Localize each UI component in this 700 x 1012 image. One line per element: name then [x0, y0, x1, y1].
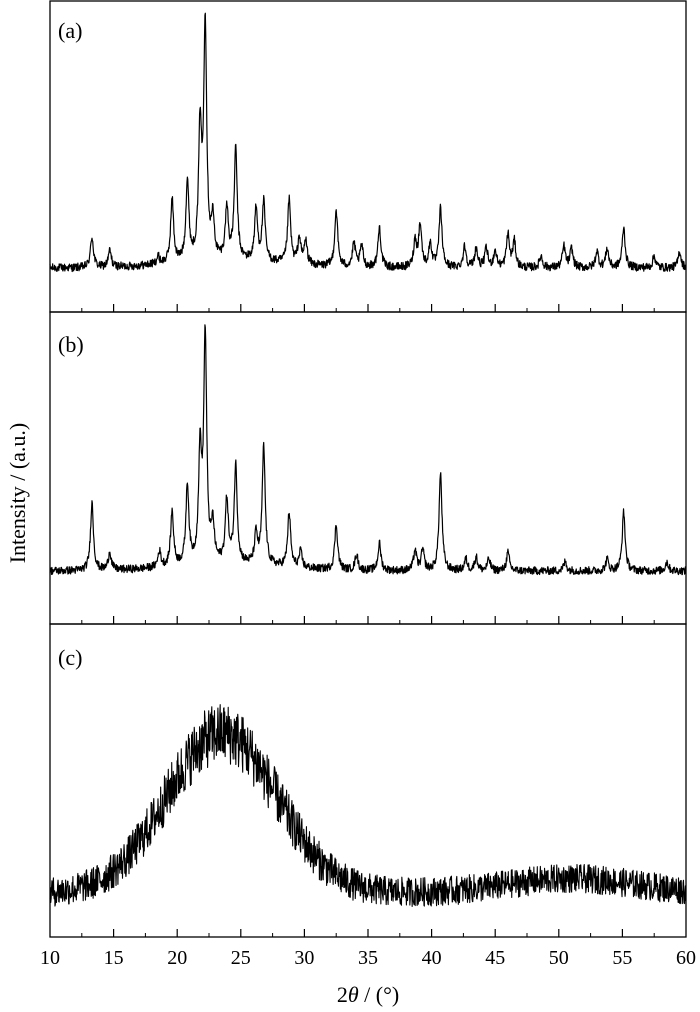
x-tick-label: 55 [612, 947, 632, 969]
x-tick-label: 35 [358, 947, 378, 969]
x-tick-label: 10 [40, 947, 60, 969]
pattern-trace-a [49, 12, 687, 273]
x-tick-label: 25 [231, 947, 251, 969]
pattern-trace-c [49, 704, 687, 908]
x-tick-label: 40 [422, 947, 442, 969]
x-tick-label: 20 [167, 947, 187, 969]
x-tick-label: 60 [676, 947, 696, 969]
y-axis-label: Intensity / (a.u.) [5, 423, 30, 564]
x-tick-label: 50 [549, 947, 569, 969]
pattern-trace-b [49, 324, 687, 576]
x-axis-label: 2θ / (°) [337, 982, 399, 1007]
panel-label-c: (c) [58, 645, 82, 670]
panel-frame-b [49, 311, 687, 625]
x-tick-label: 30 [294, 947, 314, 969]
panels-group [49, 0, 687, 938]
panel-label-b: (b) [58, 332, 84, 357]
x-axis-label-var: 2 [337, 982, 348, 1007]
x-axis-label-theta: θ [348, 982, 359, 1007]
x-axis-label-unit: / (°) [359, 982, 400, 1007]
x-tick-label: 45 [485, 947, 505, 969]
panel-label-a: (a) [58, 18, 82, 43]
x-tick-label: 15 [104, 947, 124, 969]
x-axis: 10 15 20 25 30 35 40 45 50 55 60 [40, 947, 696, 969]
